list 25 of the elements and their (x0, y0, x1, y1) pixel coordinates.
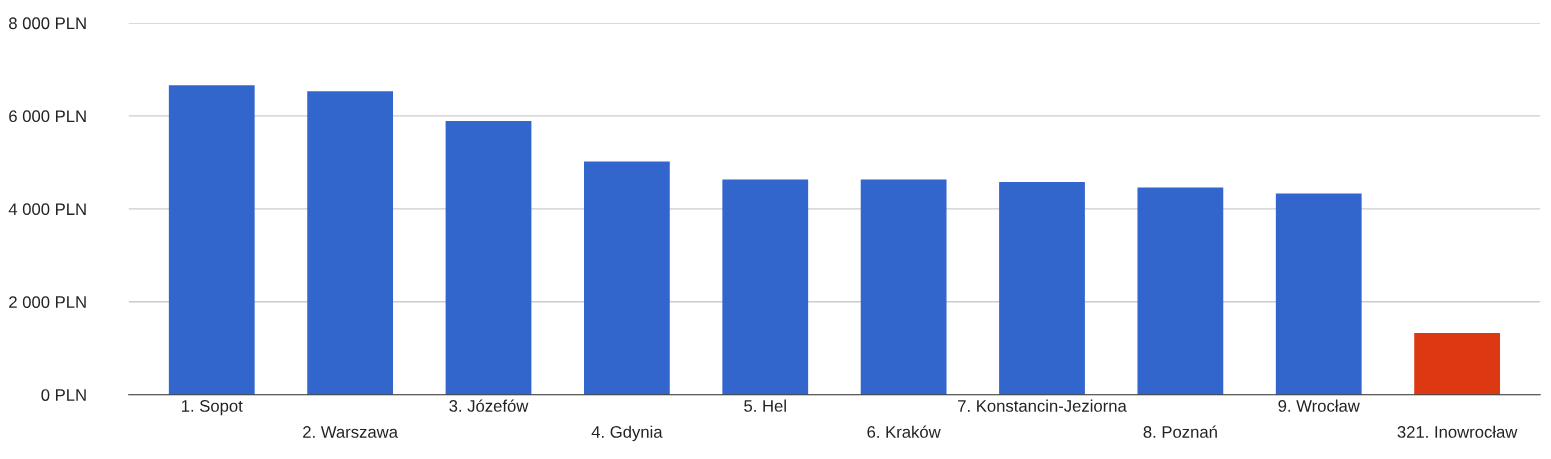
x-tick-label: 4. Gdynia (591, 425, 663, 442)
bar (860, 179, 947, 395)
bar (307, 91, 394, 395)
bar (999, 181, 1085, 395)
bar (445, 121, 532, 395)
bar (722, 179, 809, 395)
x-tick-label: 321. Inowrocław (1397, 425, 1518, 438)
y-tick-label: 6 000 PLN (9, 110, 86, 123)
x-tick-label: 3. Józefów (449, 399, 529, 412)
x-tick-label: 8. Poznań (1143, 425, 1217, 438)
bar (583, 161, 670, 395)
x-tick-label: 7. Konstancin-Jeziorna (958, 399, 1127, 412)
y-tick-label: 0 PLN (41, 389, 86, 401)
x-tick-label: 5. Hel (744, 399, 786, 412)
x-tick-label: 1. Sopot (181, 400, 243, 416)
bar (1137, 187, 1224, 395)
y-tick-label: 4 000 PLN (8, 203, 86, 216)
x-tick-label: 2. Warszawa (303, 426, 398, 438)
y-tick-label: 8 000 PLN (9, 17, 86, 30)
bar (1414, 332, 1501, 395)
y-tick-label: 2 000 PLN (9, 296, 86, 308)
bar (168, 85, 255, 395)
x-tick-label: 6. Kraków (867, 425, 941, 438)
bar (1275, 193, 1362, 395)
x-tick-label: 9. Wrocław (1278, 399, 1360, 412)
